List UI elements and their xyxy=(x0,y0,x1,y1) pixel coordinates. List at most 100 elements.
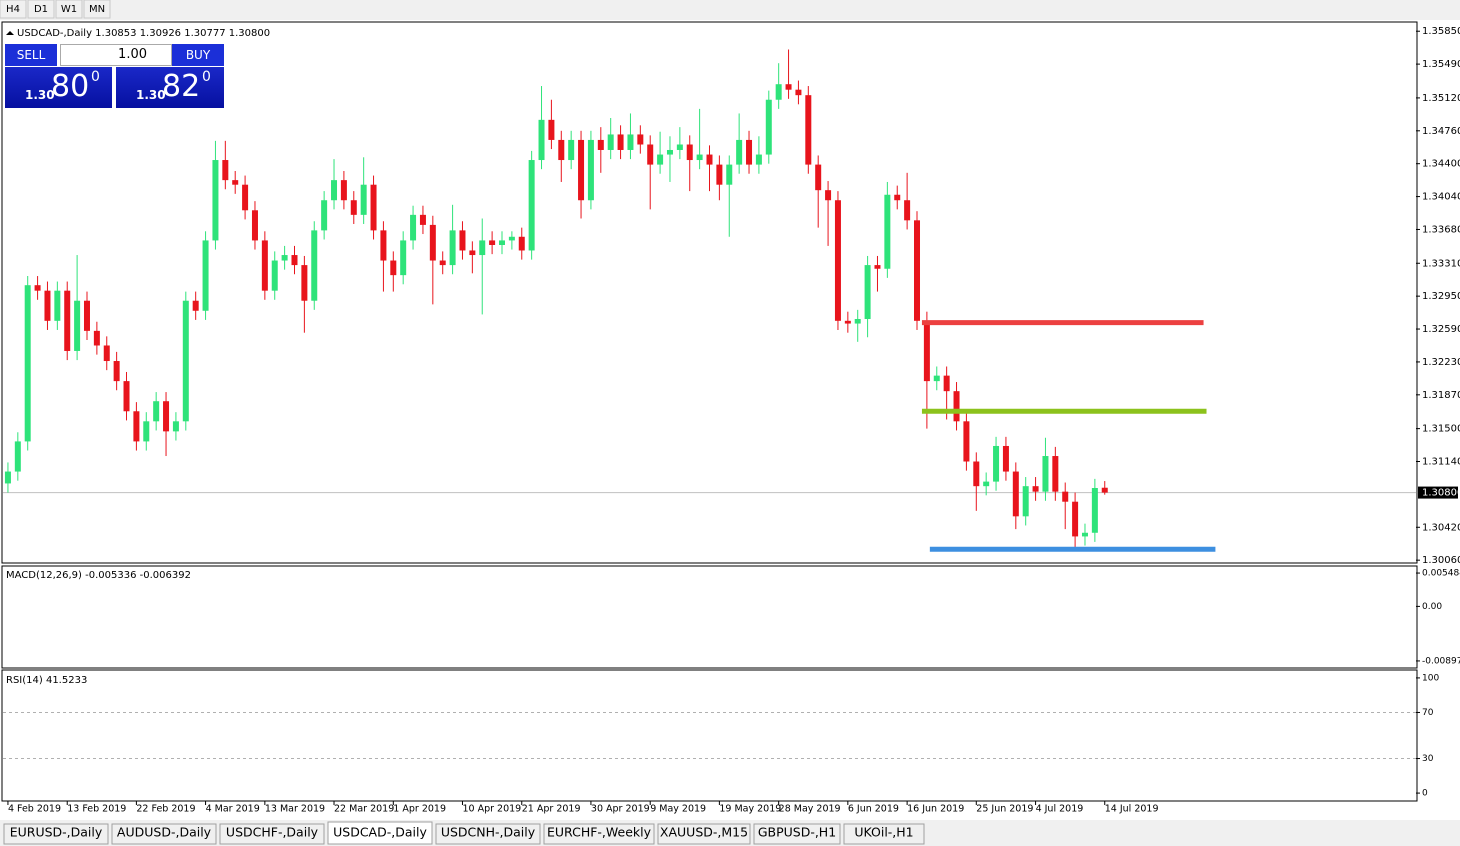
candle-body xyxy=(953,391,960,422)
y-tick-label: 1.34040 xyxy=(1422,192,1460,203)
candle-body xyxy=(331,180,338,201)
buy-button[interactable]: BUY xyxy=(172,44,224,66)
candle-body xyxy=(340,180,347,201)
candle-body xyxy=(133,411,140,442)
candle-body xyxy=(380,230,387,261)
candle-body xyxy=(281,255,288,261)
symbol-tab-label: USDCNH-,Daily xyxy=(441,825,536,840)
y-tick-label: 1.32950 xyxy=(1422,291,1460,302)
candle-body xyxy=(894,194,901,201)
candle-body xyxy=(696,154,703,161)
candle-body xyxy=(390,260,397,276)
x-tick-label: 4 Feb 2019 xyxy=(8,804,61,815)
candle-body xyxy=(716,164,723,185)
candle-body xyxy=(251,210,258,241)
candle-body xyxy=(795,89,802,96)
y-tick-label: 1.35490 xyxy=(1422,59,1460,70)
buy-price[interactable]: 1.30 82 0 xyxy=(116,67,224,108)
candle-body xyxy=(825,190,832,201)
y-tick-label: 1.35850 xyxy=(1422,26,1460,37)
candle-body xyxy=(479,240,486,256)
candle-body xyxy=(489,240,496,245)
symbol-tab-label: USDCAD-,Daily xyxy=(333,825,427,840)
candle-body xyxy=(884,194,891,269)
timeframe-label: W1 xyxy=(61,4,77,15)
candle-body xyxy=(528,160,535,251)
candle-body xyxy=(429,224,436,261)
sell-button[interactable]: SELL xyxy=(5,44,57,66)
candle-body xyxy=(706,154,713,165)
candle-body xyxy=(498,240,505,245)
candle-body xyxy=(607,134,614,150)
x-tick-label: 14 Jul 2019 xyxy=(1105,804,1159,815)
candle-body xyxy=(993,445,1000,482)
timeframe-button[interactable] xyxy=(83,0,111,19)
candle-body xyxy=(261,240,268,291)
symbol-tab[interactable] xyxy=(657,823,751,845)
rsi-tick-label: 0 xyxy=(1422,789,1428,799)
candle-body xyxy=(923,320,930,382)
main-panel xyxy=(1,21,1418,564)
y-tick-label: 1.32590 xyxy=(1422,324,1460,335)
candle-body xyxy=(123,381,130,412)
candle-body xyxy=(360,184,367,215)
candle-body xyxy=(1101,487,1108,493)
symbol-tab[interactable] xyxy=(753,823,841,845)
candle-body xyxy=(765,99,772,155)
candle-body xyxy=(1081,532,1088,537)
candle-body xyxy=(143,421,150,442)
symbol-tab-label: AUDUSD-,Daily xyxy=(117,825,212,840)
candle-body xyxy=(904,200,911,221)
y-tick-label: 1.32230 xyxy=(1422,357,1460,368)
symbol-tab[interactable] xyxy=(435,823,541,845)
x-tick-label: 4 Mar 2019 xyxy=(206,804,260,815)
candle-body xyxy=(578,139,585,201)
candle-body xyxy=(775,84,782,100)
rsi-title: RSI(14) 41.5233 xyxy=(6,675,87,686)
symbol-tab[interactable] xyxy=(843,823,925,845)
candle-body xyxy=(202,240,209,311)
macd-tick-label: -0.008973 xyxy=(1422,656,1460,666)
candle-body xyxy=(469,250,476,256)
symbol-tab-label: GBPUSD-,H1 xyxy=(758,825,836,840)
chart-title: USDCAD-,Daily 1.30853 1.30926 1.30777 1.… xyxy=(17,28,270,39)
candle-body xyxy=(83,300,90,331)
lots-input[interactable]: 1.00 xyxy=(60,44,172,66)
candle-body xyxy=(222,160,229,181)
x-tick-label: 9 May 2019 xyxy=(650,804,706,815)
candle-body xyxy=(538,119,545,161)
candle-body xyxy=(933,375,940,382)
timeframe-button[interactable] xyxy=(55,0,83,19)
symbol-tab-label: USDCHF-,Daily xyxy=(226,825,319,840)
symbol-tab[interactable] xyxy=(3,823,109,845)
symbol-tab[interactable] xyxy=(219,823,325,845)
sell-big: 1.30 xyxy=(25,88,55,102)
candle-body xyxy=(410,214,417,241)
symbol-tab[interactable] xyxy=(111,823,217,845)
sell-frac: 0 xyxy=(91,69,100,85)
candle-body xyxy=(755,154,762,165)
buy-frac: 0 xyxy=(202,69,211,85)
candle-body xyxy=(350,200,357,215)
candle-body xyxy=(518,236,525,251)
sell-price[interactable]: 1.30 80 0 xyxy=(5,67,112,108)
y-tick-label: 1.30060 xyxy=(1422,555,1460,566)
rsi-tick-label: 70 xyxy=(1422,708,1434,718)
candle-body xyxy=(676,144,683,150)
candle-body xyxy=(271,260,278,291)
candle-body xyxy=(874,265,881,269)
candle-body xyxy=(232,180,239,185)
x-tick-label: 16 Jun 2019 xyxy=(907,804,964,815)
timeframe-button[interactable] xyxy=(27,0,55,19)
timeframe-button[interactable] xyxy=(0,0,27,19)
symbol-tab[interactable] xyxy=(327,821,433,845)
candle-body xyxy=(192,300,199,311)
x-tick-label: 6 Jun 2019 xyxy=(848,804,899,815)
y-tick-label: 1.35120 xyxy=(1422,93,1460,104)
price-label-box xyxy=(1418,486,1458,499)
candle-body xyxy=(568,139,575,161)
candle-body xyxy=(1042,456,1049,492)
candle-body xyxy=(103,345,110,362)
candle-body xyxy=(983,481,990,487)
symbol-tab[interactable] xyxy=(543,823,655,845)
